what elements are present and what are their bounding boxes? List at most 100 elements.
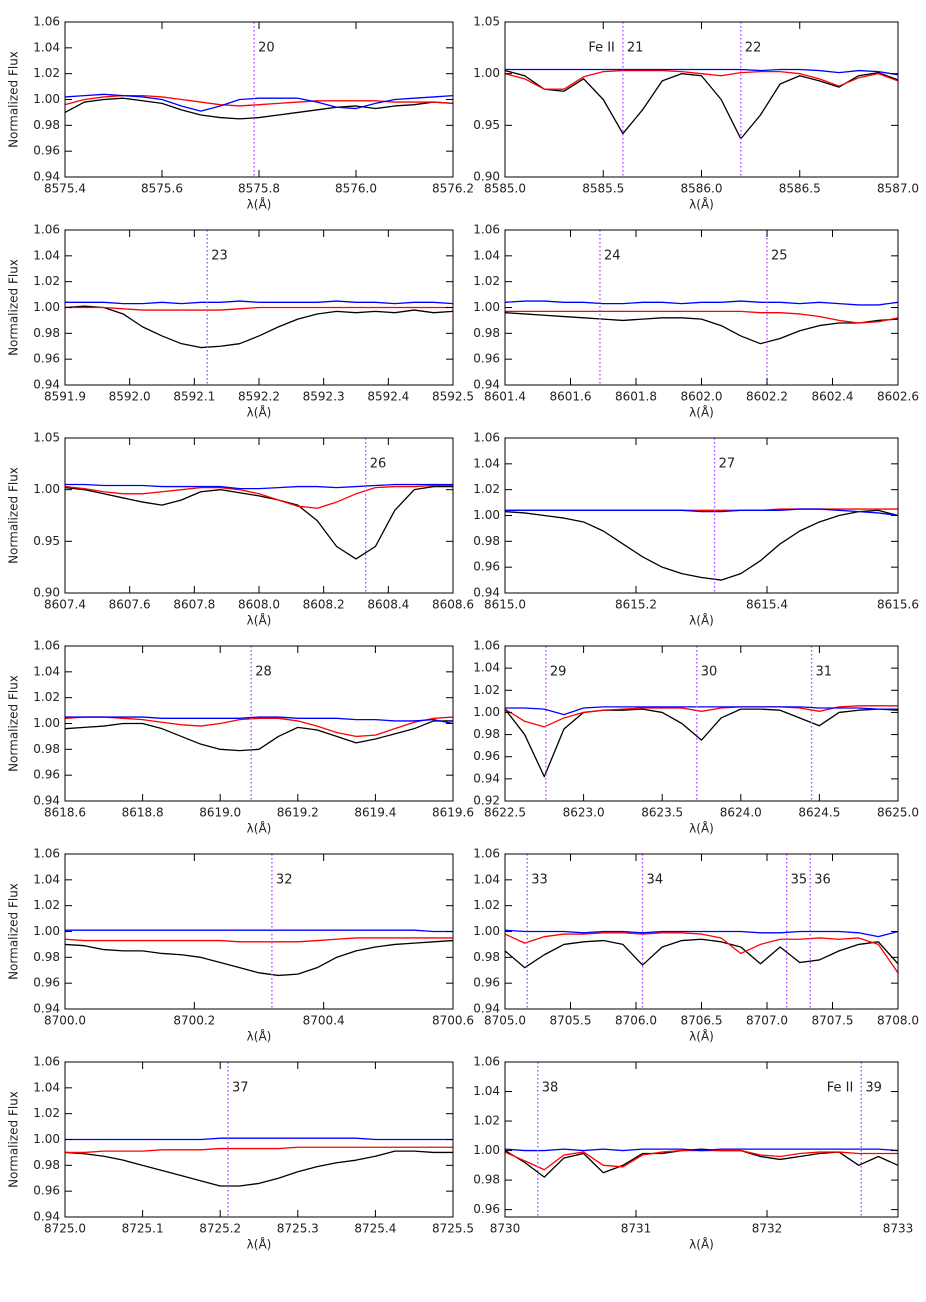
x-axis-label: λ(Å) <box>247 821 272 836</box>
x-tick-label: 8625.0 <box>877 806 919 820</box>
x-tick-label: 8615.0 <box>484 598 526 612</box>
x-tick-label: 8731 <box>621 1222 652 1236</box>
line-label: 26 <box>370 457 387 472</box>
spectrum-line <box>65 716 454 725</box>
x-tick-label: 8733 <box>883 1222 914 1236</box>
species-label: Fe II <box>588 41 615 56</box>
spectrum-line <box>64 305 454 349</box>
y-axis-label: Normalized Flux <box>7 1091 21 1188</box>
x-tick-label: 8587.0 <box>877 182 919 196</box>
y-tick-label: 1.04 <box>473 456 500 470</box>
y-tick-label: 0.94 <box>473 586 500 600</box>
x-tick-label: 8624.5 <box>798 806 840 820</box>
y-tick-label: 1.00 <box>473 1143 500 1157</box>
x-axis-label: λ(Å) <box>247 1237 272 1252</box>
x-tick-label: 8700.0 <box>44 1014 86 1028</box>
spectrum-line <box>504 1149 898 1171</box>
y-tick-label: 0.96 <box>473 352 500 366</box>
plot-frame <box>504 229 899 386</box>
spectrum-line <box>65 306 453 311</box>
x-tick-label: 8607.6 <box>109 598 151 612</box>
line-label: 36 <box>814 873 831 888</box>
line-label: 30 <box>701 665 718 680</box>
x-tick-label: 8592.4 <box>367 390 409 404</box>
x-tick-label: 8607.8 <box>173 598 215 612</box>
x-tick-label: 8602.4 <box>812 390 854 404</box>
panel: 29 30 31 8622.5 8623.0 8623.5 8624.0 8624.5 8625… <box>473 639 919 836</box>
spectrum-line <box>505 706 898 716</box>
panel: 27 8615.0 8615.2 8615.4 8615.6 0.94 0.96 0.98 1.… <box>473 431 919 628</box>
y-tick-label: 1.06 <box>473 1055 500 1069</box>
y-tick-label: 0.98 <box>473 950 500 964</box>
x-tick-label: 8592.2 <box>238 390 280 404</box>
x-tick-label: 8608.2 <box>303 598 345 612</box>
line-label: 20 <box>258 41 275 56</box>
y-tick-label: 0.96 <box>473 560 500 574</box>
line-label: 33 <box>531 873 548 888</box>
y-tick-label: 0.98 <box>473 727 500 741</box>
panel: 23 8591.9 8592.0 8592.1 8592.2 8592.3 8592.4 85… <box>7 223 475 420</box>
y-tick-label: 1.06 <box>473 639 500 653</box>
y-tick-label: 0.96 <box>33 1184 60 1198</box>
y-tick-label: 1.00 <box>33 92 60 106</box>
x-tick-label: 8619.2 <box>277 806 319 820</box>
x-tick-label: 8706.5 <box>681 1014 723 1028</box>
x-tick-label: 8602.0 <box>681 390 723 404</box>
x-tick-label: 8601.6 <box>550 390 592 404</box>
x-tick-label: 8592.5 <box>432 390 474 404</box>
spectrum-line <box>64 94 454 107</box>
y-tick-label: 0.96 <box>33 144 60 158</box>
y-tick-label: 1.02 <box>33 690 60 704</box>
y-tick-label: 1.02 <box>473 898 500 912</box>
y-tick-label: 0.96 <box>33 768 60 782</box>
x-tick-label: 8725.5 <box>432 1222 474 1236</box>
x-axis-label: λ(Å) <box>247 197 272 212</box>
spectrum-line <box>64 1150 453 1187</box>
spectrum-line <box>504 312 899 345</box>
y-tick-label: 1.04 <box>33 1080 60 1094</box>
x-tick-label: 8619.0 <box>199 806 241 820</box>
line-label: 23 <box>211 249 228 264</box>
y-tick-label: 1.06 <box>33 847 60 861</box>
x-tick-label: 8586.5 <box>779 182 821 196</box>
spectrum-line <box>504 932 899 974</box>
spectrum-line <box>504 708 899 778</box>
spectrum-line <box>504 69 899 90</box>
y-tick-label: 0.98 <box>33 950 60 964</box>
x-tick-label: 8592.0 <box>109 390 151 404</box>
y-tick-label: 0.94 <box>33 378 60 392</box>
spectrum-line <box>505 68 899 76</box>
x-tick-label: 8725.2 <box>199 1222 241 1236</box>
x-tick-label: 8730 <box>490 1222 521 1236</box>
x-tick-label: 8575.4 <box>44 182 86 196</box>
spectrum-line <box>505 508 899 517</box>
y-tick-label: 1.04 <box>33 664 60 678</box>
x-tick-label: 8602.6 <box>877 390 919 404</box>
panel: 24 25 8601.4 8601.6 8601.8 8602.0 8602.2 8602.4… <box>473 223 919 420</box>
spectrum-line <box>65 929 453 933</box>
x-tick-label: 8575.8 <box>238 182 280 196</box>
x-tick-label: 8602.2 <box>746 390 788 404</box>
y-tick-label: 0.92 <box>473 794 500 808</box>
x-tick-label: 8575.6 <box>141 182 183 196</box>
y-tick-label: 0.98 <box>473 1173 500 1187</box>
y-tick-label: 0.98 <box>473 326 500 340</box>
x-tick-label: 8623.0 <box>563 806 605 820</box>
y-tick-label: 1.02 <box>473 274 500 288</box>
line-label: 35 <box>791 873 808 888</box>
y-tick-label: 1.06 <box>473 223 500 237</box>
y-axis-label: Normalized Flux <box>7 883 21 980</box>
spectrum-line <box>65 1137 453 1141</box>
x-tick-label: 8615.4 <box>746 598 788 612</box>
spectrum-line <box>65 1146 453 1154</box>
y-tick-label: 1.02 <box>473 683 500 697</box>
spectrum-line <box>504 69 899 140</box>
line-label: 24 <box>604 249 621 264</box>
x-tick-label: 8700.6 <box>432 1014 474 1028</box>
y-axis-label: Normalized Flux <box>7 675 21 772</box>
spectrum-line <box>64 93 454 112</box>
y-tick-label: 1.06 <box>33 223 60 237</box>
x-tick-label: 8725.0 <box>44 1222 86 1236</box>
